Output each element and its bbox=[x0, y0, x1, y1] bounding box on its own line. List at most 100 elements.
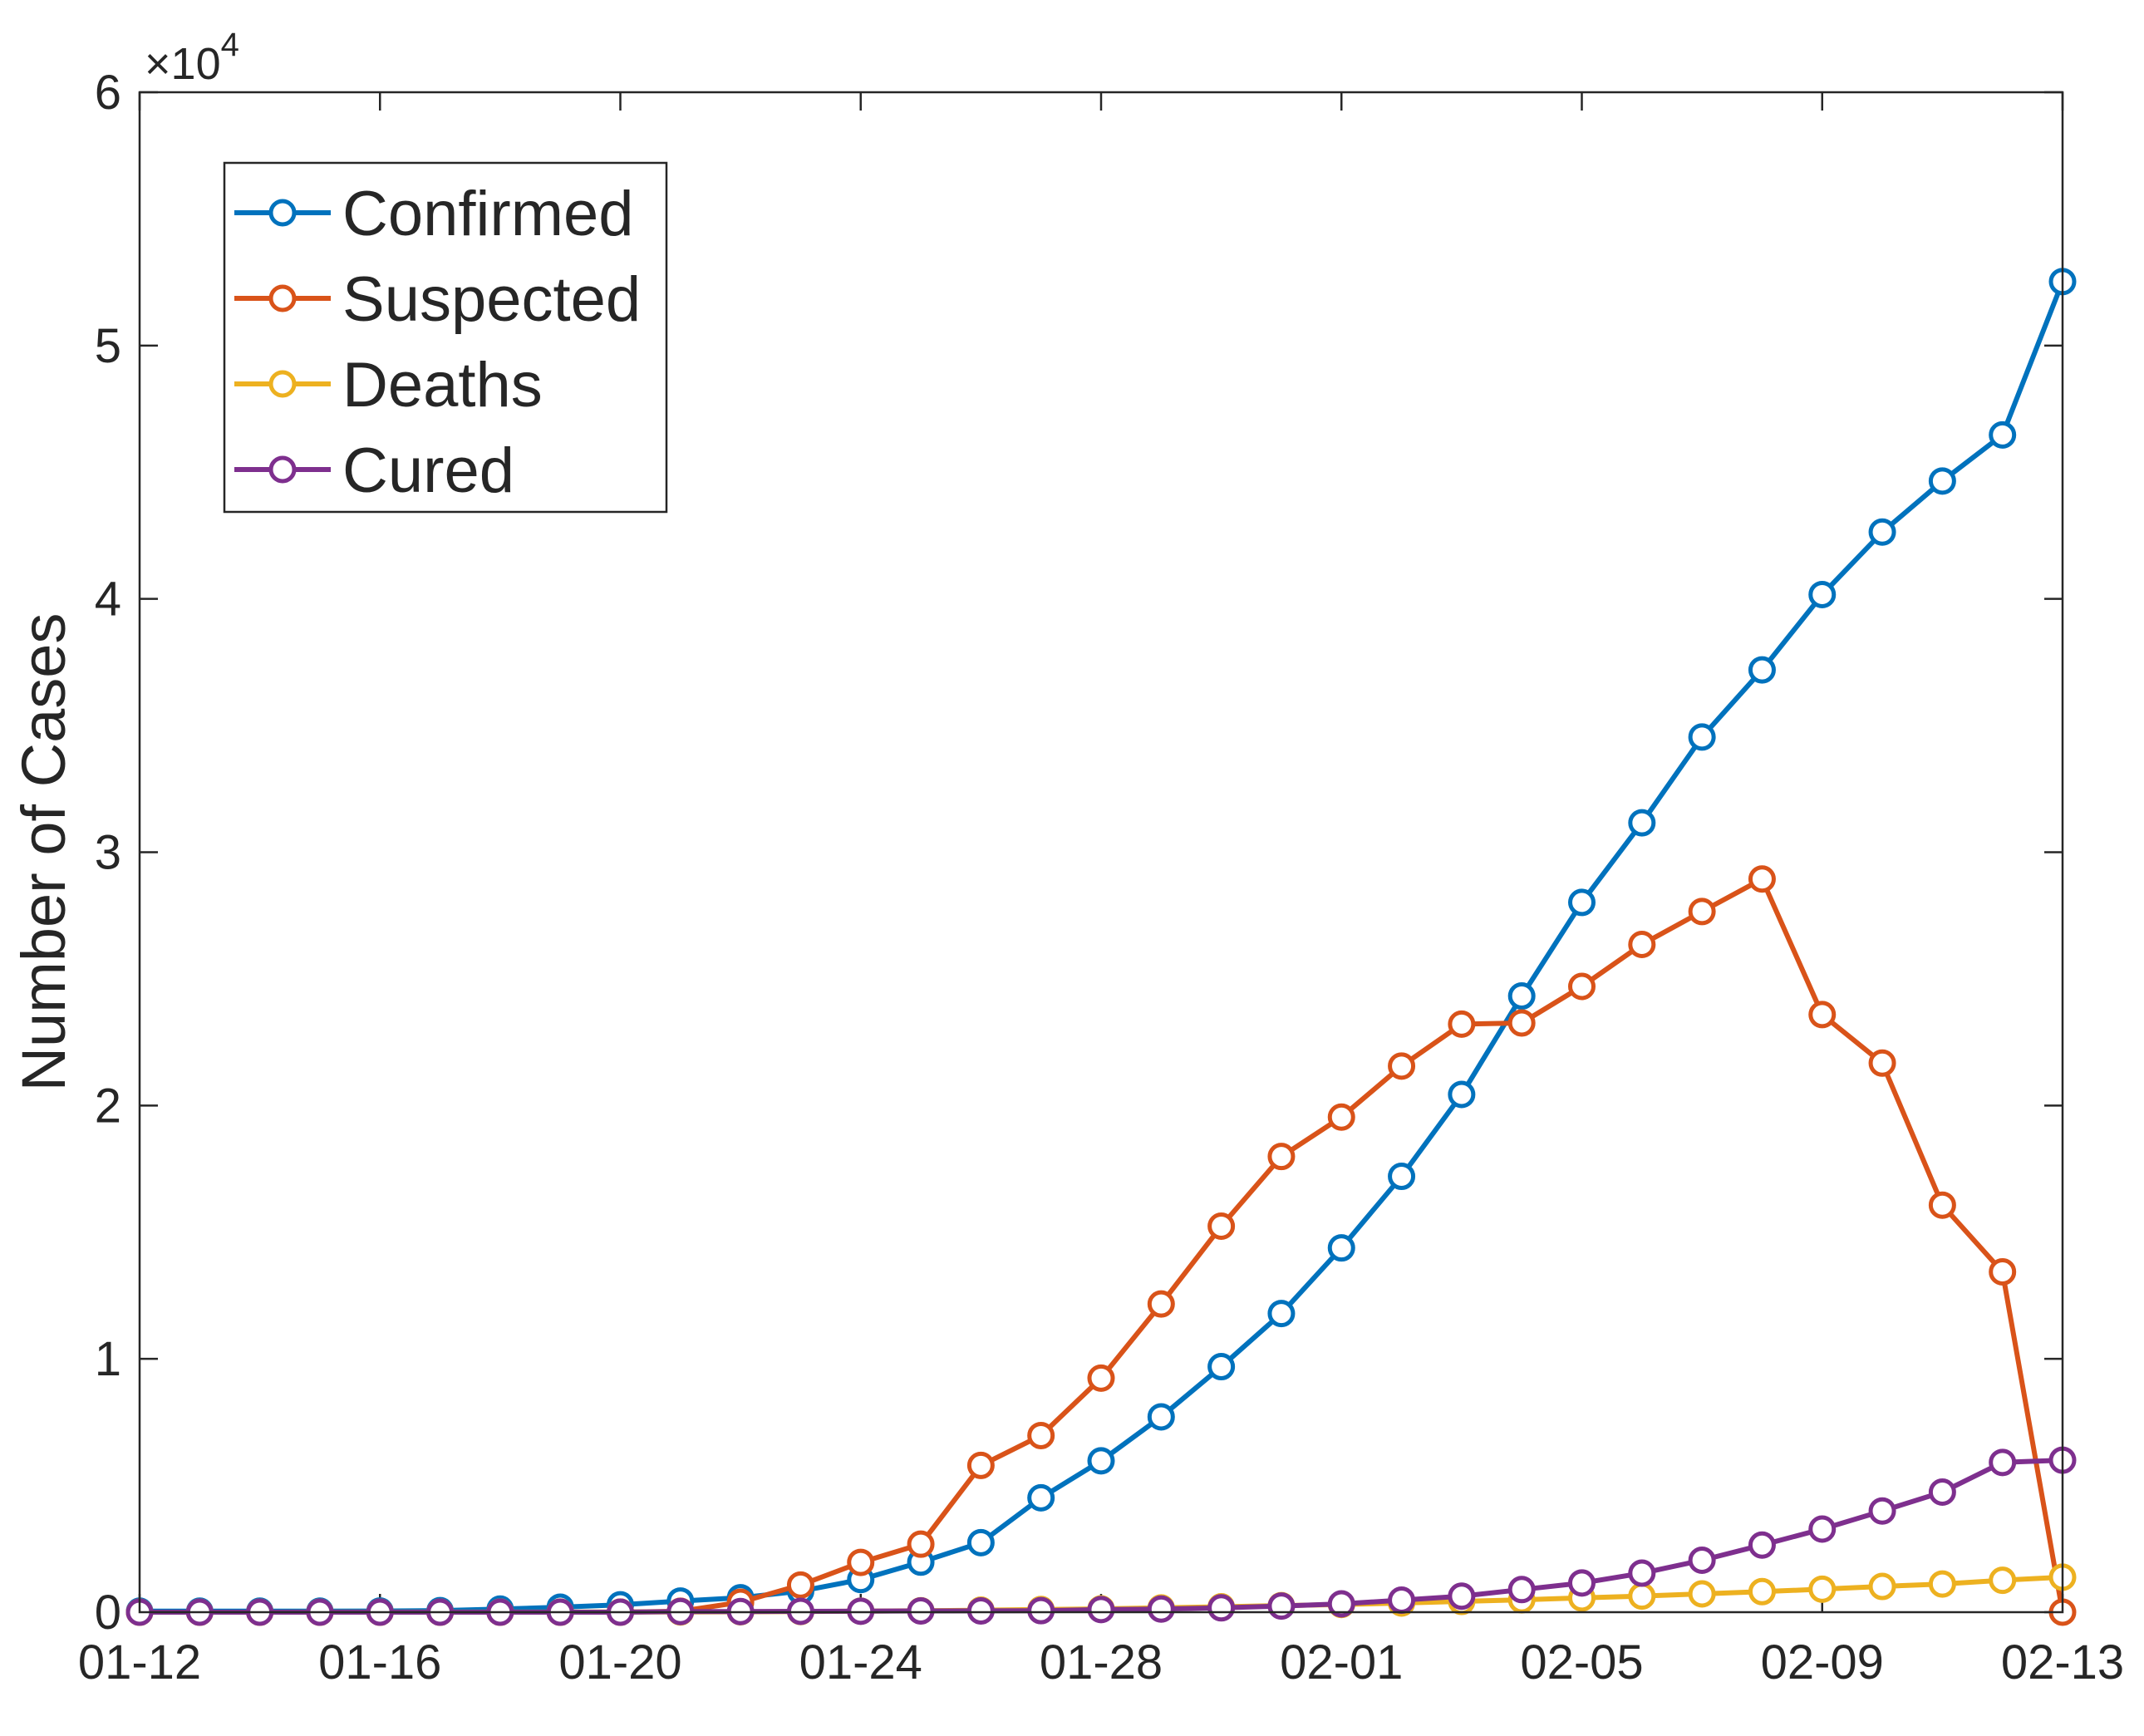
point-suspected-15 bbox=[1027, 1421, 1055, 1449]
point-deaths-31 bbox=[1989, 1566, 2017, 1595]
point-confirmed-14 bbox=[966, 1528, 995, 1556]
legend-item-confirmed: Confirmed bbox=[234, 179, 634, 249]
y-exponent-base: ×10 bbox=[145, 39, 221, 89]
point-suspected-18 bbox=[1207, 1212, 1236, 1240]
point-suspected-31 bbox=[1989, 1257, 2017, 1286]
legend-label-2: Deaths bbox=[342, 350, 543, 420]
point-cured-25 bbox=[1628, 1559, 1656, 1587]
point-confirmed-24 bbox=[1568, 888, 1596, 917]
point-cured-16 bbox=[1087, 1596, 1115, 1624]
point-confirmed-27 bbox=[1748, 656, 1776, 684]
point-suspected-26 bbox=[1688, 898, 1716, 926]
point-cured-27 bbox=[1748, 1531, 1776, 1559]
y-tick-label-1: 1 bbox=[95, 1332, 121, 1386]
x-tick-label-4: 01-28 bbox=[1040, 1635, 1163, 1689]
legend-box bbox=[223, 161, 668, 514]
legend-swatch-marker-0 bbox=[268, 199, 297, 227]
point-suspected-12 bbox=[847, 1548, 875, 1576]
legend-swatch-marker-2 bbox=[268, 370, 297, 398]
x-tick-label-3: 01-24 bbox=[799, 1635, 922, 1689]
point-deaths-26 bbox=[1688, 1580, 1716, 1608]
point-confirmed-31 bbox=[1989, 420, 2017, 449]
point-confirmed-30 bbox=[1928, 467, 1956, 495]
point-suspected-11 bbox=[786, 1571, 814, 1599]
point-suspected-19 bbox=[1267, 1143, 1296, 1171]
labels-layer: 01-12 01-16 01-20 01-24 01-28 02-01 02-05 02-09… bbox=[78, 66, 2124, 1689]
point-confirmed-20 bbox=[1327, 1234, 1355, 1262]
legend-item-cured: Cured bbox=[234, 435, 514, 506]
legend-label-1: Suspected bbox=[342, 264, 641, 335]
point-suspected-25 bbox=[1628, 930, 1656, 958]
point-confirmed-28 bbox=[1808, 580, 1837, 608]
point-suspected-28 bbox=[1808, 1001, 1837, 1029]
x-tick-label-2: 01-20 bbox=[558, 1635, 681, 1689]
point-cured-21 bbox=[1388, 1586, 1416, 1615]
point-suspected-13 bbox=[907, 1530, 935, 1558]
point-suspected-27 bbox=[1748, 865, 1776, 893]
point-suspected-23 bbox=[1507, 1009, 1536, 1037]
y-axis-exponent: ×104 bbox=[145, 27, 239, 89]
point-cured-26 bbox=[1688, 1547, 1716, 1575]
y-exponent-power: 4 bbox=[221, 27, 239, 63]
y-axis-label: Number of Cases bbox=[9, 613, 78, 1092]
legend-label-3: Cured bbox=[342, 435, 514, 506]
point-cured-15 bbox=[1027, 1596, 1055, 1625]
point-cured-19 bbox=[1267, 1592, 1296, 1620]
point-deaths-30 bbox=[1928, 1570, 1956, 1598]
legend: Confirmed Suspected Deaths Cured bbox=[223, 161, 668, 514]
y-tick-label-5: 5 bbox=[95, 319, 121, 373]
point-cured-18 bbox=[1207, 1594, 1236, 1622]
y-tick-label-6: 6 bbox=[95, 66, 121, 120]
x-tick-label-6: 02-05 bbox=[1520, 1635, 1643, 1689]
x-tick-label-7: 02-09 bbox=[1761, 1635, 1884, 1689]
point-confirmed-15 bbox=[1027, 1483, 1055, 1512]
point-cured-17 bbox=[1147, 1595, 1175, 1623]
x-tick-label-1: 01-16 bbox=[318, 1635, 441, 1689]
y-tick-label-3: 3 bbox=[95, 826, 121, 880]
legend-swatch-marker-3 bbox=[268, 455, 297, 484]
point-suspected-17 bbox=[1147, 1290, 1175, 1318]
point-cured-30 bbox=[1928, 1478, 1956, 1507]
y-tick-label-0: 0 bbox=[95, 1586, 121, 1640]
point-cured-14 bbox=[966, 1596, 995, 1625]
point-deaths-28 bbox=[1808, 1575, 1837, 1603]
point-cured-23 bbox=[1507, 1576, 1536, 1604]
point-suspected-22 bbox=[1448, 1010, 1476, 1038]
point-confirmed-17 bbox=[1147, 1403, 1175, 1431]
plot-frame bbox=[138, 91, 2064, 1614]
series-cured bbox=[125, 1446, 2077, 1626]
point-cured-22 bbox=[1448, 1582, 1476, 1611]
x-tick-label-5: 02-01 bbox=[1280, 1635, 1403, 1689]
point-confirmed-21 bbox=[1388, 1163, 1416, 1191]
point-confirmed-18 bbox=[1207, 1353, 1236, 1381]
y-tick-label-2: 2 bbox=[95, 1079, 121, 1133]
series-suspected bbox=[125, 865, 2077, 1626]
point-suspected-29 bbox=[1868, 1049, 1896, 1077]
legend-label-0: Confirmed bbox=[342, 179, 634, 249]
legend-swatch-marker-1 bbox=[268, 284, 297, 312]
point-suspected-20 bbox=[1327, 1103, 1355, 1131]
point-cured-29 bbox=[1868, 1497, 1896, 1525]
y-tick-label-4: 4 bbox=[95, 573, 121, 627]
series-line-suspected bbox=[140, 876, 2065, 1615]
point-suspected-14 bbox=[966, 1451, 995, 1479]
point-deaths-27 bbox=[1748, 1577, 1776, 1606]
point-suspected-30 bbox=[1928, 1191, 1956, 1219]
point-cured-28 bbox=[1808, 1515, 1837, 1543]
point-suspected-24 bbox=[1568, 972, 1596, 1001]
point-confirmed-23 bbox=[1507, 982, 1536, 1011]
x-tick-label-0: 01-12 bbox=[78, 1635, 201, 1689]
point-suspected-21 bbox=[1388, 1052, 1416, 1080]
point-confirmed-19 bbox=[1267, 1300, 1296, 1328]
point-deaths-29 bbox=[1868, 1572, 1896, 1601]
point-confirmed-22 bbox=[1448, 1080, 1476, 1109]
point-cured-20 bbox=[1327, 1590, 1355, 1618]
legend-item-deaths: Deaths bbox=[234, 350, 543, 420]
point-confirmed-26 bbox=[1688, 723, 1716, 751]
point-confirmed-25 bbox=[1628, 809, 1656, 837]
x-tick-label-8: 02-13 bbox=[2001, 1635, 2124, 1689]
legend-item-suspected: Suspected bbox=[234, 264, 641, 335]
point-suspected-16 bbox=[1087, 1364, 1115, 1392]
